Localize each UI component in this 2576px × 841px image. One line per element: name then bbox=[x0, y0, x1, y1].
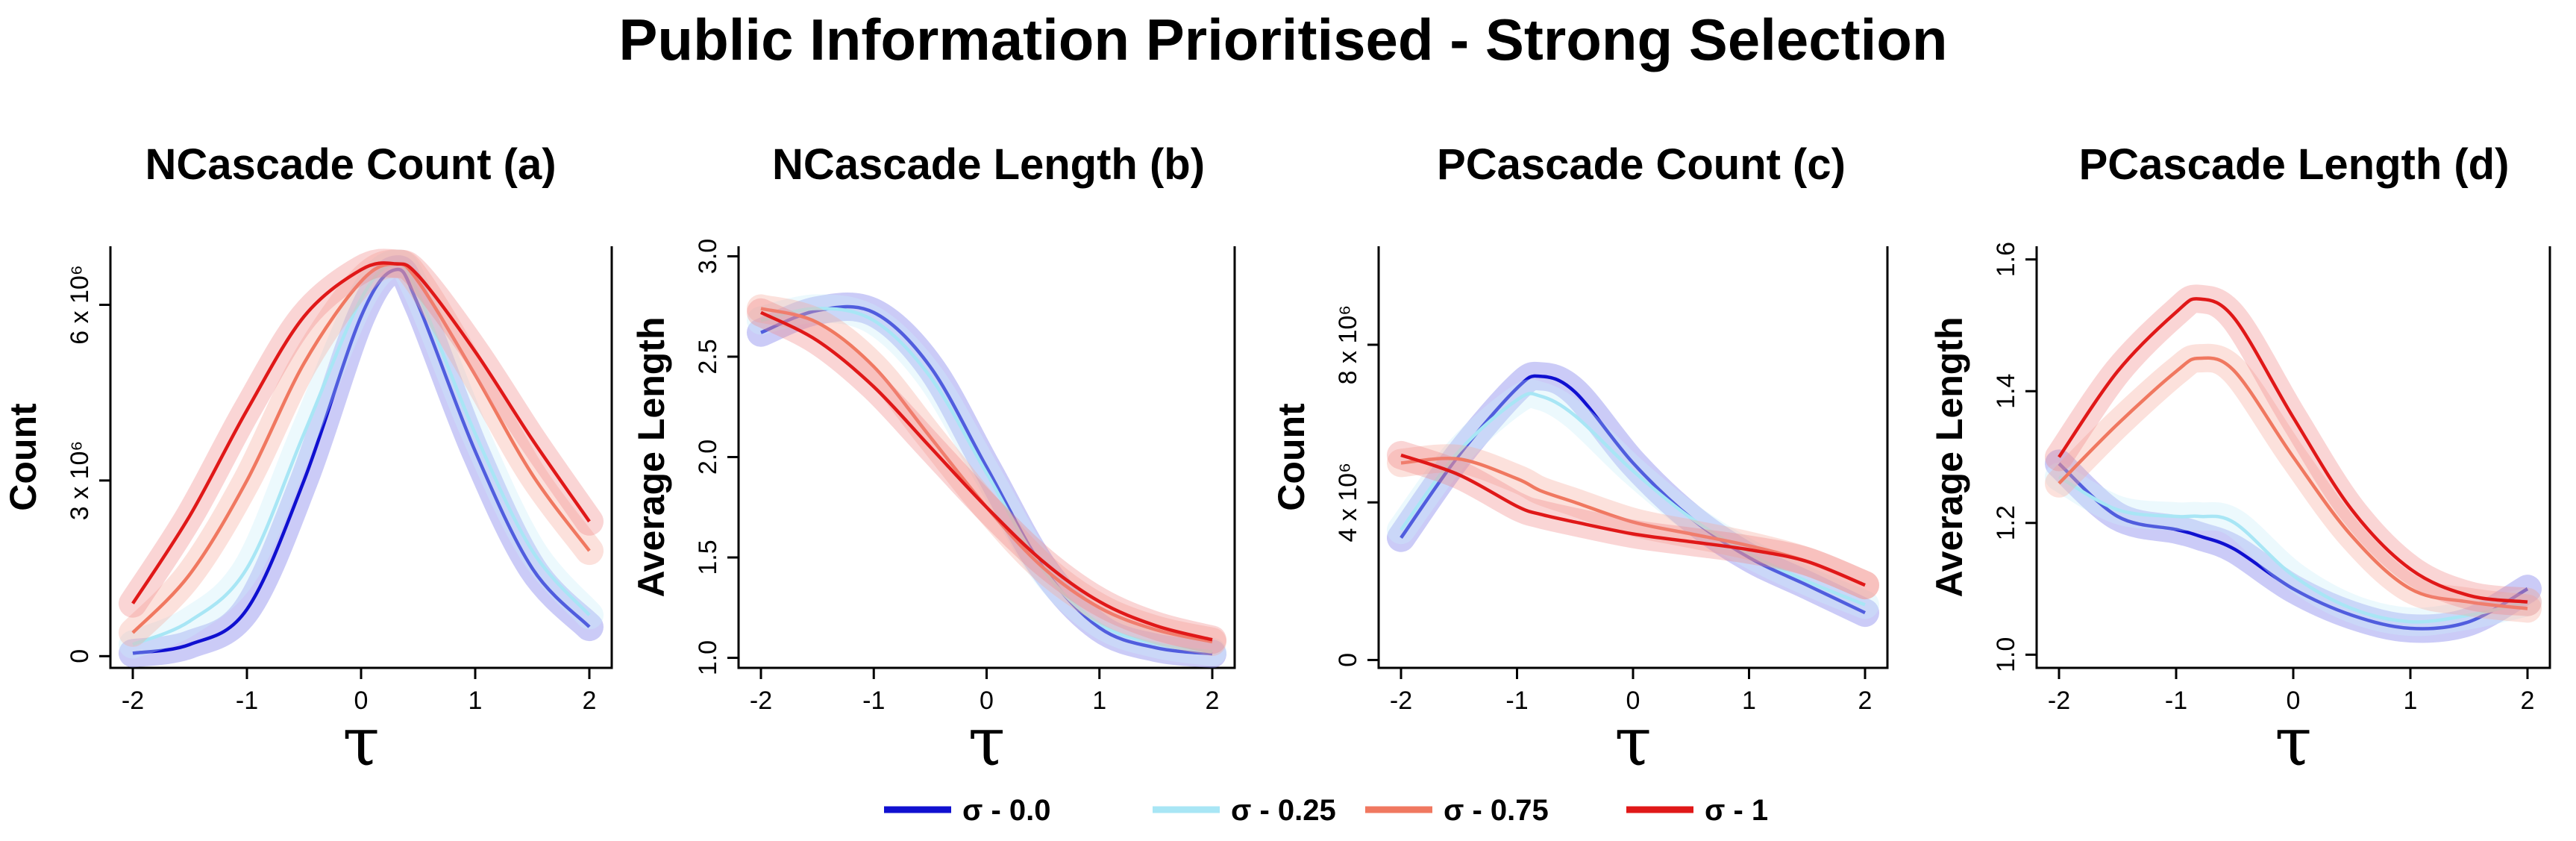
x-tick-label: -2 bbox=[750, 687, 772, 715]
x-tick-label: -2 bbox=[2048, 687, 2070, 715]
series-line-4 bbox=[2058, 297, 2528, 604]
y-tick-label: 1.4 bbox=[1992, 374, 2020, 409]
series-line-2 bbox=[760, 307, 1213, 654]
x-tick-label: 1 bbox=[1092, 687, 1106, 715]
y-axis-label: Average Length bbox=[630, 316, 672, 597]
x-tick-label: 2 bbox=[583, 687, 597, 715]
x-tick-label: 0 bbox=[1626, 687, 1640, 715]
figure-title: Public Information Prioritised - Strong … bbox=[618, 7, 1947, 72]
series-band-2 bbox=[1387, 379, 1879, 619]
y-tick-label: 3 x 10⁶ bbox=[66, 441, 94, 521]
series-line-4 bbox=[759, 310, 1213, 642]
x-tick-label: 1 bbox=[1742, 687, 1756, 715]
panel-2: NCascade Length (b) Average Length 1.0 1.5 2… bbox=[630, 140, 1236, 781]
panels: NCascade Count (a) Count 0 3 x 10⁶ 6 x 10⁶ -2… bbox=[2, 140, 2551, 781]
series-line-1 bbox=[132, 267, 591, 655]
x-tick-label: -2 bbox=[122, 687, 144, 715]
series-line-1 bbox=[760, 304, 1213, 656]
x-tick-label: -2 bbox=[1390, 687, 1412, 715]
series-line-1 bbox=[2058, 462, 2529, 631]
panel-title: PCascade Length (d) bbox=[2079, 140, 2510, 189]
y-tick-label: 1.0 bbox=[694, 640, 722, 675]
legend: σ - 0.0 σ - 0.25 σ - 0.75 σ - 1 bbox=[884, 794, 1768, 827]
y-tick-label: 6 x 10⁶ bbox=[66, 265, 94, 345]
panel-1: NCascade Count (a) Count 0 3 x 10⁶ 6 x 10⁶ -2… bbox=[2, 140, 613, 781]
y-tick-label: 2.0 bbox=[694, 440, 722, 475]
x-axis-label: τ bbox=[2275, 703, 2312, 781]
y-tick-label: 0 bbox=[1334, 653, 1362, 667]
y-tick-label: 0 bbox=[66, 649, 94, 663]
panel-title: PCascade Count (c) bbox=[1437, 140, 1846, 189]
series-line-4 bbox=[131, 261, 591, 604]
panel-3: PCascade Count (c) Count 0 4 x 10⁶ 8 x 10⁶ -2… bbox=[1270, 140, 1889, 781]
legend-label-2: σ - 0.25 bbox=[1231, 794, 1336, 827]
panel-4: PCascade Length (d) Average Length 1.0 1.2 1… bbox=[1928, 140, 2551, 781]
x-tick-label: 0 bbox=[354, 687, 369, 715]
series-line-2 bbox=[2058, 475, 2528, 624]
series-line-3 bbox=[2058, 356, 2528, 610]
y-tick-label: 1.5 bbox=[694, 540, 722, 575]
y-tick-label: 1.6 bbox=[1992, 242, 2020, 277]
series-line-4 bbox=[1400, 453, 1866, 587]
x-axis-label: τ bbox=[968, 703, 1006, 781]
x-tick-label: 1 bbox=[468, 687, 483, 715]
y-tick-label: 1.0 bbox=[1992, 637, 2020, 672]
x-tick-label: 1 bbox=[2404, 687, 2418, 715]
x-tick-label: 2 bbox=[2521, 687, 2535, 715]
panel-title: NCascade Count (a) bbox=[145, 140, 556, 189]
y-axis-label: Count bbox=[1270, 403, 1312, 511]
x-tick-label: -1 bbox=[862, 687, 885, 715]
y-axis-label: Count bbox=[2, 403, 44, 511]
legend-label-3: σ - 0.75 bbox=[1444, 794, 1549, 827]
series-line-2 bbox=[1400, 392, 1866, 607]
y-tick-label: 8 x 10⁶ bbox=[1334, 305, 1362, 385]
series-line-3 bbox=[131, 262, 591, 634]
x-tick-label: 0 bbox=[2287, 687, 2301, 715]
x-tick-label: 2 bbox=[1858, 687, 1873, 715]
y-tick-label: 1.2 bbox=[1992, 505, 2020, 540]
legend-label-4: σ - 1 bbox=[1705, 794, 1768, 827]
legend-label-1: σ - 0.0 bbox=[962, 794, 1051, 827]
x-tick-label: -1 bbox=[1505, 687, 1528, 715]
series-line-2 bbox=[132, 262, 591, 646]
x-tick-label: 2 bbox=[1206, 687, 1220, 715]
y-tick-label: 3.0 bbox=[694, 239, 722, 274]
y-tick-label: 2.5 bbox=[694, 339, 722, 374]
y-tick-label: 4 x 10⁶ bbox=[1334, 463, 1362, 543]
x-axis-label: τ bbox=[342, 703, 380, 781]
x-tick-label: -1 bbox=[236, 687, 258, 715]
panel-title: NCascade Length (b) bbox=[772, 140, 1205, 189]
x-tick-label: -1 bbox=[2165, 687, 2187, 715]
x-axis-label: τ bbox=[1614, 703, 1652, 781]
x-tick-label: 0 bbox=[980, 687, 994, 715]
y-axis-label: Average Length bbox=[1928, 316, 1970, 597]
